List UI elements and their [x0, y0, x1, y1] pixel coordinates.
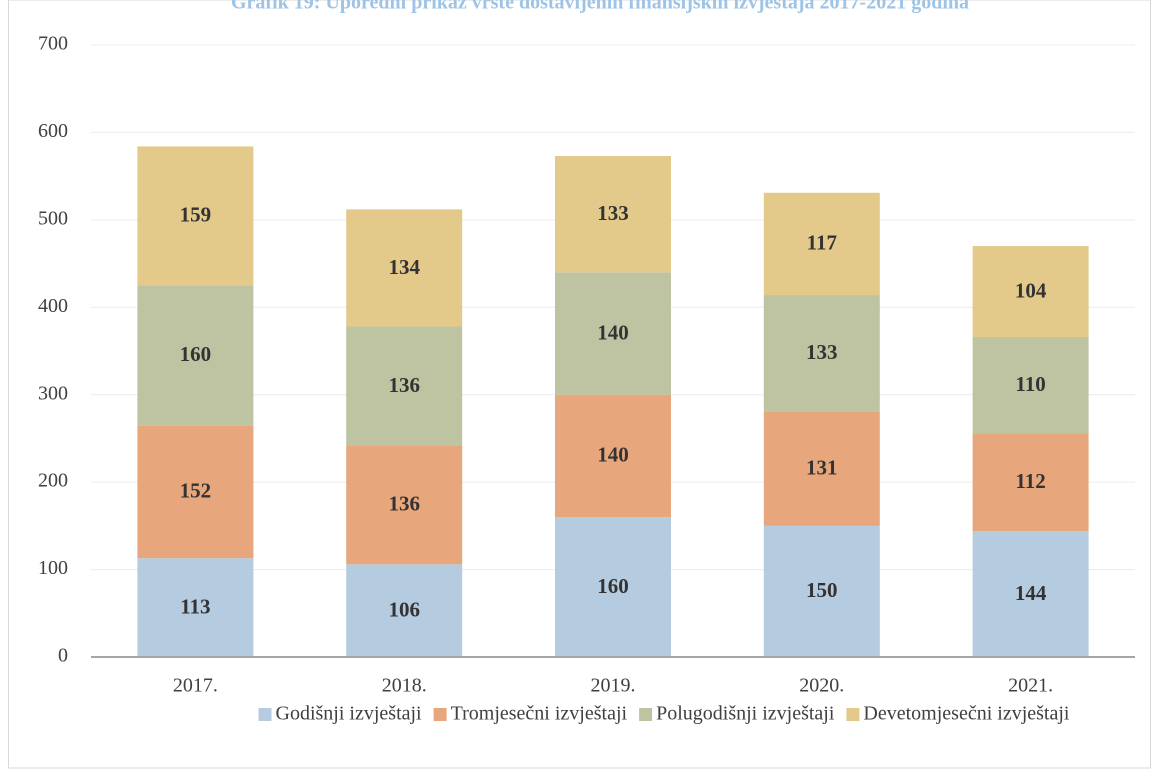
value-label: 112 [1015, 469, 1045, 493]
x-tick-label: 2020. [799, 675, 844, 697]
legend-swatch [433, 708, 447, 721]
bar-segment [555, 272, 671, 395]
bar-segment [137, 558, 254, 657]
value-label: 133 [806, 340, 838, 364]
y-tick-label: 700 [38, 33, 68, 55]
bar-segment [555, 394, 671, 518]
bar-segment [346, 326, 463, 446]
bar-segment [346, 209, 463, 327]
value-label: 117 [807, 231, 837, 255]
bar-segment [972, 433, 1089, 532]
value-label: 136 [388, 492, 420, 516]
y-tick-label: 200 [38, 470, 68, 492]
legend-label: Polugodišnji izvještaji [656, 703, 835, 725]
value-label: 152 [180, 479, 212, 503]
value-label: 159 [180, 203, 212, 227]
bar-segment [972, 531, 1089, 657]
legend-swatch [846, 708, 860, 721]
bar-segment [763, 525, 880, 657]
value-label: 106 [388, 597, 420, 621]
legend-label: Godišnji izvještaji [276, 703, 423, 725]
chart-title: Grafik 19: Uporedni prikaz vrste dostavl… [231, 0, 969, 14]
y-tick-label: 400 [38, 295, 68, 317]
value-label: 136 [388, 373, 420, 397]
value-label: 113 [180, 594, 210, 618]
bar-segment [137, 425, 254, 559]
bar-segment [137, 285, 254, 426]
bar-segment [972, 337, 1089, 434]
legend-label: Tromjesečni izvještaji [451, 703, 628, 725]
legend-swatch [258, 708, 272, 721]
value-label: 104 [1015, 278, 1047, 302]
bar-segment [555, 517, 671, 657]
y-tick-label: 500 [38, 207, 68, 229]
legend-label: Devetomjesečni izvještaji [863, 703, 1069, 725]
bar-segment [346, 445, 463, 565]
x-tick-label: 2021. [1008, 675, 1053, 697]
y-tick-label: 300 [38, 382, 68, 404]
bar-segment [137, 146, 254, 286]
value-label: 160 [597, 574, 629, 598]
value-label: 140 [597, 320, 629, 344]
bar-segment [763, 411, 880, 526]
value-label: 131 [806, 455, 838, 479]
bar-segment [346, 564, 463, 657]
y-tick-label: 0 [58, 645, 68, 667]
chart-frame [8, 0, 1151, 769]
value-label: 140 [597, 443, 629, 467]
value-label: 144 [1015, 581, 1047, 605]
x-tick-label: 2017. [173, 675, 218, 697]
legend-swatch [639, 708, 653, 721]
value-label: 150 [806, 578, 838, 602]
bar-segment [763, 295, 880, 412]
y-tick-label: 100 [38, 557, 68, 579]
value-label: 133 [597, 201, 629, 225]
value-label: 160 [180, 342, 212, 366]
bar-segment [972, 246, 1089, 338]
x-tick-label: 2019. [591, 675, 636, 697]
value-label: 134 [388, 255, 420, 279]
x-tick-label: 2018. [382, 675, 427, 697]
bar-segment [763, 192, 880, 296]
bar-segment [555, 156, 671, 273]
value-label: 110 [1015, 372, 1045, 396]
y-tick-label: 600 [38, 120, 68, 142]
